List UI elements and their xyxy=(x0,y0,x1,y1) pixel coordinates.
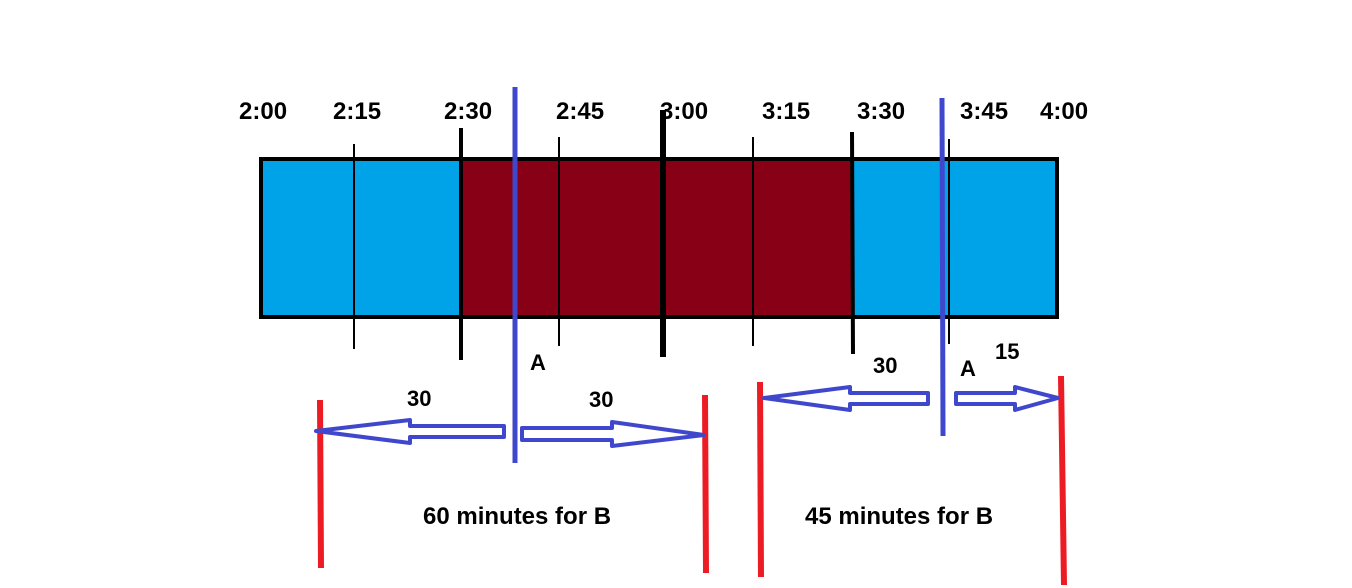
left-case-caption: 60 minutes for B xyxy=(423,503,611,530)
arrow-left-case-backward xyxy=(314,418,506,445)
tick-label-2-15: 2:15 xyxy=(333,98,381,125)
boundary-left-start xyxy=(317,399,324,569)
tick-label-4-00: 4:00 xyxy=(1040,98,1088,125)
marker-a-left-label: A xyxy=(530,350,546,375)
boundary-right-end xyxy=(1058,375,1067,586)
arrow-right-case-backward xyxy=(762,385,930,412)
marker-a-right-label: A xyxy=(960,356,976,381)
tick-label-2-00: 2:00 xyxy=(239,98,287,125)
segment-red-middle xyxy=(461,159,853,317)
tick-label-3-45: 3:45 xyxy=(960,98,1008,125)
right-case-left-minutes: 30 xyxy=(873,353,897,378)
right-case-caption: 45 minutes for B xyxy=(805,503,993,530)
timeline-bar-outline xyxy=(259,157,1059,319)
left-case-right-minutes: 30 xyxy=(589,387,613,412)
left-case-left-minutes: 30 xyxy=(407,386,431,411)
tick-label-3-00: 3:00 xyxy=(660,98,708,125)
right-case-right-minutes: 15 xyxy=(995,339,1019,364)
boundary-right-start xyxy=(757,381,764,578)
arrow-left-case-forward xyxy=(520,420,706,448)
tick-mark-3-30 xyxy=(850,131,855,355)
tick-label-2-30: 2:30 xyxy=(444,98,492,125)
tick-label-2-45: 2:45 xyxy=(556,98,604,125)
tick-label-3-30: 3:30 xyxy=(857,98,905,125)
segment-blue-left xyxy=(261,159,461,317)
boundary-left-end xyxy=(702,394,709,574)
arrow-right-case-forward xyxy=(954,385,1060,412)
tick-label-3-15: 3:15 xyxy=(762,98,810,125)
segment-blue-right xyxy=(853,159,1057,317)
marker-a-right-line xyxy=(939,97,946,437)
